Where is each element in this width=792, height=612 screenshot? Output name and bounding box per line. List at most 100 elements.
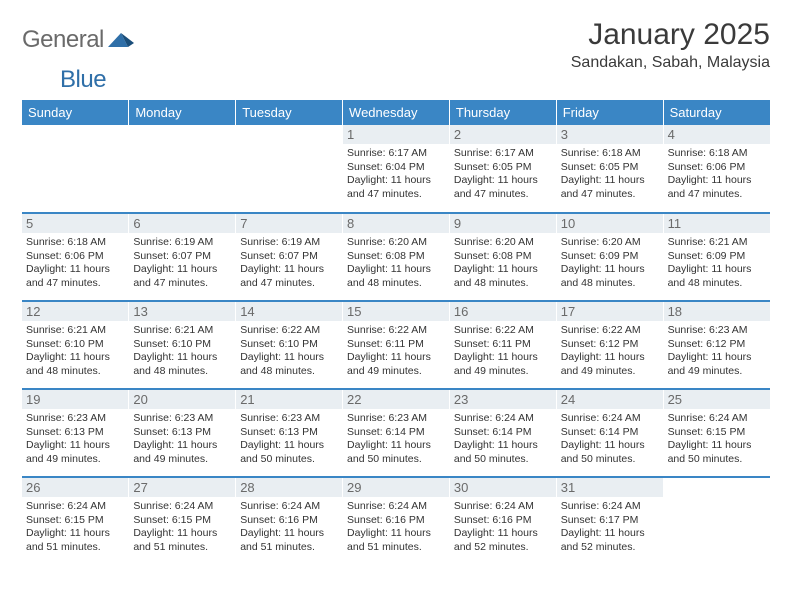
day-number: 3 — [557, 125, 663, 144]
day-number: 1 — [343, 125, 449, 144]
calendar-cell: 11 Sunrise: 6:21 AMSunset: 6:09 PMDayligh… — [663, 213, 770, 301]
calendar-cell: 28 Sunrise: 6:24 AMSunset: 6:16 PMDayligh… — [236, 477, 343, 565]
day-details: Sunrise: 6:21 AMSunset: 6:10 PMDaylight:… — [133, 324, 231, 379]
day-details: Sunrise: 6:24 AMSunset: 6:15 PMDaylight:… — [133, 500, 231, 555]
calendar-cell: 7Sunrise: 6:19 AMSunset: 6:07 PMDaylight… — [236, 213, 343, 301]
weekday-header: Saturday — [663, 100, 770, 125]
day-number: 15 — [343, 302, 449, 321]
calendar-cell: 9 Sunrise: 6:20 AMSunset: 6:08 PMDaylight… — [449, 213, 556, 301]
day-details: Sunrise: 6:23 AMSunset: 6:13 PMDaylight:… — [133, 412, 231, 467]
weekday-header: Monday — [129, 100, 236, 125]
calendar-cell: 31 Sunrise: 6:24 AMSunset: 6:17 PMDayligh… — [556, 477, 663, 565]
calendar-cell: . — [236, 125, 343, 213]
day-number: 6 — [129, 214, 235, 233]
weekday-header: Thursday — [449, 100, 556, 125]
calendar-cell: 4Sunrise: 6:18 AMSunset: 6:06 PMDaylight… — [663, 125, 770, 213]
calendar-cell: 2 Sunrise: 6:17 AMSunset: 6:05 PMDaylight… — [449, 125, 556, 213]
day-number: 4 — [664, 125, 770, 144]
day-details: Sunrise: 6:24 AMSunset: 6:17 PMDaylight:… — [561, 500, 659, 555]
day-number: 12 — [22, 302, 128, 321]
day-number: 22 — [343, 390, 449, 409]
day-details: Sunrise: 6:24 AMSunset: 6:16 PMDaylight:… — [454, 500, 552, 555]
calendar-row: 26Sunrise: 6:24 AMSunset: 6:15 PMDayligh… — [22, 477, 770, 565]
day-number: 27 — [129, 478, 235, 497]
day-details: Sunrise: 6:19 AMSunset: 6:07 PMDaylight:… — [133, 236, 231, 291]
day-number: 29 — [343, 478, 449, 497]
calendar-row: ...1Sunrise: 6:17 AMSunset: 6:04 PMDayli… — [22, 125, 770, 213]
day-details: Sunrise: 6:23 AMSunset: 6:14 PMDaylight:… — [347, 412, 445, 467]
calendar-cell: 10Sunrise: 6:20 AMSunset: 6:09 PMDayligh… — [556, 213, 663, 301]
calendar-cell: 18 Sunrise: 6:23 AMSunset: 6:12 PMDayligh… — [663, 301, 770, 389]
calendar-cell: 14 Sunrise: 6:22 AMSunset: 6:10 PMDayligh… — [236, 301, 343, 389]
day-details: Sunrise: 6:20 AMSunset: 6:08 PMDaylight:… — [454, 236, 552, 291]
day-number: 24 — [557, 390, 663, 409]
day-details: Sunrise: 6:22 AMSunset: 6:11 PMDaylight:… — [347, 324, 445, 379]
day-number: 13 — [129, 302, 235, 321]
calendar-row: 12 Sunrise: 6:21 AMSunset: 6:10 PMDayligh… — [22, 301, 770, 389]
day-number: 23 — [450, 390, 556, 409]
day-number: 31 — [557, 478, 663, 497]
brand-mark-icon — [108, 29, 134, 52]
day-details: Sunrise: 6:22 AMSunset: 6:10 PMDaylight:… — [240, 324, 338, 379]
month-title: January 2025 — [571, 18, 770, 52]
weekday-header: Sunday — [22, 100, 129, 125]
day-details: Sunrise: 6:22 AMSunset: 6:11 PMDaylight:… — [454, 324, 552, 379]
day-details: Sunrise: 6:23 AMSunset: 6:13 PMDaylight:… — [26, 412, 124, 467]
day-details: Sunrise: 6:18 AMSunset: 6:06 PMDaylight:… — [26, 236, 124, 291]
day-number: 30 — [450, 478, 556, 497]
day-details: Sunrise: 6:23 AMSunset: 6:13 PMDaylight:… — [240, 412, 338, 467]
calendar-cell: . — [129, 125, 236, 213]
day-number: 18 — [664, 302, 770, 321]
calendar-page: General January 2025 Sandakan, Sabah, Ma… — [0, 0, 792, 575]
day-details: Sunrise: 6:24 AMSunset: 6:14 PMDaylight:… — [454, 412, 552, 467]
day-details: Sunrise: 6:21 AMSunset: 6:10 PMDaylight:… — [26, 324, 124, 379]
day-number: 14 — [236, 302, 342, 321]
day-number: 20 — [129, 390, 235, 409]
day-number: 2 — [450, 125, 556, 144]
calendar-cell: 3 Sunrise: 6:18 AMSunset: 6:05 PMDaylight… — [556, 125, 663, 213]
calendar-cell: 12 Sunrise: 6:21 AMSunset: 6:10 PMDayligh… — [22, 301, 129, 389]
day-details: Sunrise: 6:18 AMSunset: 6:05 PMDaylight:… — [561, 147, 659, 202]
title-block: January 2025 Sandakan, Sabah, Malaysia — [571, 18, 770, 72]
calendar-cell: 19 Sunrise: 6:23 AMSunset: 6:13 PMDayligh… — [22, 389, 129, 477]
day-details: Sunrise: 6:17 AMSunset: 6:04 PMDaylight:… — [347, 147, 445, 202]
day-details: Sunrise: 6:20 AMSunset: 6:09 PMDaylight:… — [561, 236, 659, 291]
day-details: Sunrise: 6:20 AMSunset: 6:08 PMDaylight:… — [347, 236, 445, 291]
calendar-cell: 27 Sunrise: 6:24 AMSunset: 6:15 PMDayligh… — [129, 477, 236, 565]
day-number: 19 — [22, 390, 128, 409]
calendar-cell: 5 Sunrise: 6:18 AMSunset: 6:06 PMDaylight… — [22, 213, 129, 301]
weekday-header: Friday — [556, 100, 663, 125]
day-number: 17 — [557, 302, 663, 321]
calendar-table: SundayMondayTuesdayWednesdayThursdayFrid… — [22, 100, 770, 565]
day-details: Sunrise: 6:17 AMSunset: 6:05 PMDaylight:… — [454, 147, 552, 202]
day-details: Sunrise: 6:24 AMSunset: 6:16 PMDaylight:… — [240, 500, 338, 555]
calendar-cell: 17Sunrise: 6:22 AMSunset: 6:12 PMDayligh… — [556, 301, 663, 389]
calendar-cell: 22 Sunrise: 6:23 AMSunset: 6:14 PMDayligh… — [343, 389, 450, 477]
calendar-cell: 21Sunrise: 6:23 AMSunset: 6:13 PMDayligh… — [236, 389, 343, 477]
day-number: 9 — [450, 214, 556, 233]
day-details: Sunrise: 6:24 AMSunset: 6:16 PMDaylight:… — [347, 500, 445, 555]
calendar-cell: 30 Sunrise: 6:24 AMSunset: 6:16 PMDayligh… — [449, 477, 556, 565]
calendar-row: 5 Sunrise: 6:18 AMSunset: 6:06 PMDaylight… — [22, 213, 770, 301]
calendar-cell: 29 Sunrise: 6:24 AMSunset: 6:16 PMDayligh… — [343, 477, 450, 565]
day-number: 16 — [450, 302, 556, 321]
brand-text-1: General — [22, 26, 104, 54]
location-text: Sandakan, Sabah, Malaysia — [571, 54, 770, 72]
day-number: 25 — [664, 390, 770, 409]
day-number: 8 — [343, 214, 449, 233]
calendar-header-row: SundayMondayTuesdayWednesdayThursdayFrid… — [22, 100, 770, 125]
day-number: 28 — [236, 478, 342, 497]
calendar-body: ...1Sunrise: 6:17 AMSunset: 6:04 PMDayli… — [22, 125, 770, 565]
day-details: Sunrise: 6:23 AMSunset: 6:12 PMDaylight:… — [668, 324, 766, 379]
brand-text-2: Blue — [60, 66, 106, 94]
calendar-cell: 8 Sunrise: 6:20 AMSunset: 6:08 PMDaylight… — [343, 213, 450, 301]
day-number: 5 — [22, 214, 128, 233]
calendar-cell: 1 Sunrise: 6:17 AMSunset: 6:04 PMDaylight… — [343, 125, 450, 213]
weekday-header: Tuesday — [236, 100, 343, 125]
calendar-cell: 16 Sunrise: 6:22 AMSunset: 6:11 PMDayligh… — [449, 301, 556, 389]
weekday-header: Wednesday — [343, 100, 450, 125]
day-details: Sunrise: 6:21 AMSunset: 6:09 PMDaylight:… — [668, 236, 766, 291]
brand-logo: General — [22, 18, 136, 54]
calendar-cell: 25Sunrise: 6:24 AMSunset: 6:15 PMDayligh… — [663, 389, 770, 477]
day-number: 11 — [664, 214, 770, 233]
